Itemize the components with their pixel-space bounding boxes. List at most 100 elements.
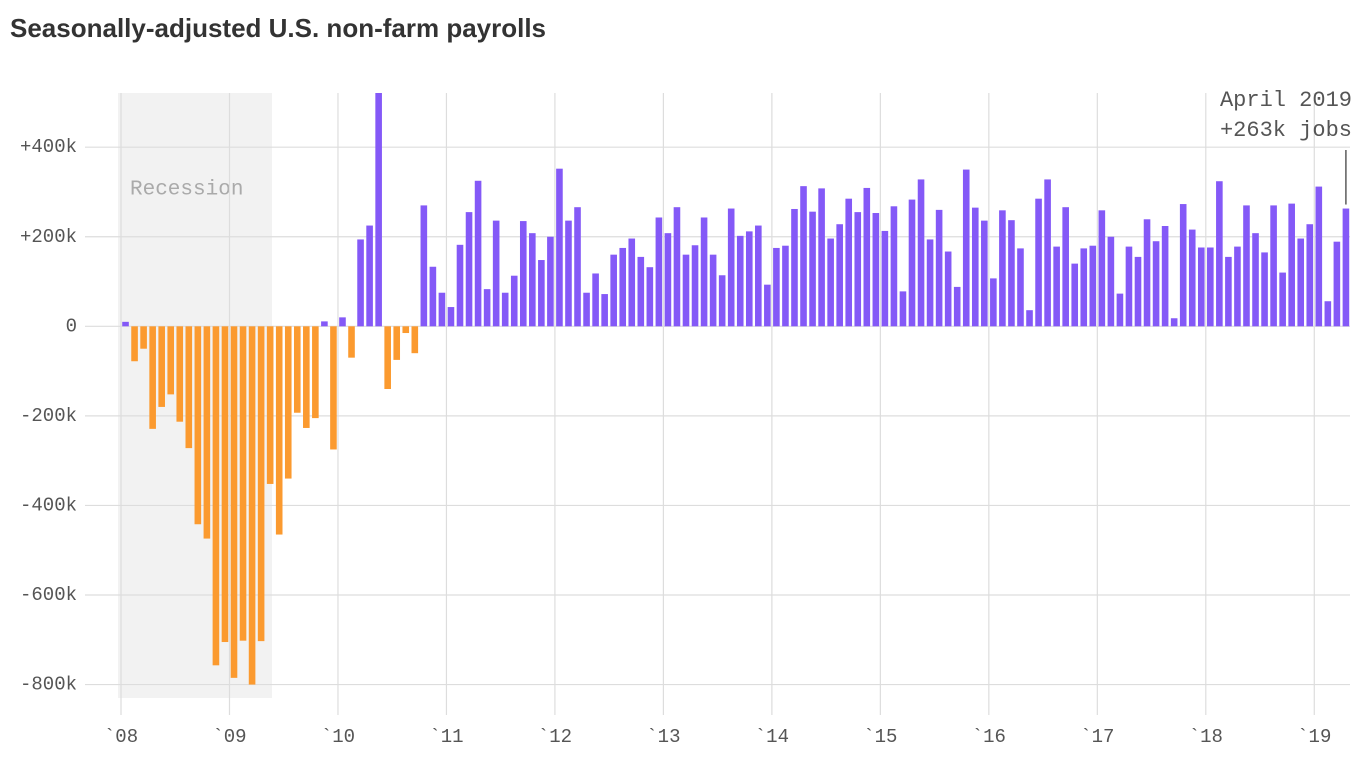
bar (1179, 204, 1187, 327)
y-tick-label: -200k (20, 405, 77, 427)
bar (1116, 293, 1124, 327)
bar (510, 275, 518, 327)
bar (637, 256, 645, 327)
y-tick-label: 0 (66, 315, 77, 337)
bar (348, 326, 355, 358)
bar (944, 251, 952, 327)
bar (483, 289, 491, 327)
bar (1017, 248, 1024, 327)
bar (529, 233, 536, 327)
bar (492, 220, 500, 327)
bar (1252, 233, 1259, 327)
bar (592, 273, 599, 327)
bar (981, 220, 988, 327)
bar (1324, 301, 1332, 327)
bar (863, 187, 871, 327)
x-tick-label: `15 (863, 726, 897, 748)
bar (1297, 238, 1305, 327)
bar (736, 235, 744, 327)
bar (1315, 186, 1323, 327)
bar (962, 169, 970, 327)
bar (1152, 241, 1160, 327)
bar (854, 212, 862, 327)
bar (655, 217, 663, 327)
bar (818, 188, 825, 327)
bar (1170, 318, 1178, 327)
bar (881, 230, 889, 327)
bar (1134, 256, 1142, 327)
x-tick-label: `16 (972, 726, 1006, 748)
bar (1044, 179, 1051, 327)
bar (601, 294, 608, 327)
bar (755, 225, 762, 327)
bar (321, 321, 328, 327)
bar (809, 211, 816, 327)
bar (1270, 205, 1277, 327)
bar (1306, 224, 1314, 327)
bar (339, 317, 346, 327)
bar (773, 247, 780, 327)
bar (1080, 248, 1088, 327)
y-tick-label: -400k (20, 494, 77, 516)
bar (1089, 245, 1097, 327)
bar (284, 326, 292, 479)
bar (411, 326, 419, 354)
bar (122, 321, 129, 327)
bar (547, 236, 554, 327)
x-tick-label: `18 (1189, 726, 1223, 748)
bar (230, 326, 238, 678)
bar (682, 254, 690, 327)
bar (845, 198, 853, 327)
annotation-text: April 2019 (1220, 88, 1352, 113)
x-tick-label: `17 (1080, 726, 1114, 748)
bar (330, 326, 337, 450)
bar (1225, 256, 1232, 327)
bar (908, 199, 916, 327)
bar (1261, 252, 1268, 327)
bar (447, 307, 455, 327)
x-tick-label: `11 (429, 726, 463, 748)
bar (384, 326, 391, 390)
bar (800, 186, 807, 327)
annotation-text: +263k jobs (1220, 118, 1352, 143)
bar (899, 291, 907, 327)
bar (465, 212, 473, 327)
bar (1125, 246, 1133, 327)
y-tick-label: +200k (20, 226, 77, 248)
bar (239, 326, 247, 641)
bar (610, 254, 617, 327)
bar (1062, 207, 1069, 327)
bar (248, 326, 256, 685)
bar (727, 208, 735, 327)
x-tick-label: `19 (1297, 726, 1331, 748)
bar (194, 326, 202, 525)
bar (1161, 226, 1169, 327)
bar (574, 207, 581, 327)
bar (1053, 246, 1060, 327)
y-tick-label: +400k (20, 136, 77, 158)
bar (1071, 263, 1079, 327)
x-tick-label: `08 (104, 726, 138, 748)
bar (628, 238, 636, 327)
bar (519, 221, 527, 327)
bar (221, 326, 229, 643)
bar (1035, 198, 1042, 327)
bar (1279, 272, 1286, 327)
x-tick-label: `13 (646, 726, 680, 748)
bar (176, 326, 184, 422)
bar (646, 267, 654, 327)
bar (691, 245, 699, 327)
bar (926, 239, 934, 327)
bar (1234, 246, 1241, 327)
bar (140, 326, 147, 349)
bar (275, 326, 283, 535)
bar (538, 260, 545, 327)
x-tick-label: `09 (212, 726, 246, 748)
bar (709, 254, 717, 327)
bar (1143, 219, 1151, 327)
bar (791, 208, 798, 327)
bar (203, 326, 211, 539)
bar (266, 326, 274, 484)
bar (1342, 208, 1350, 327)
